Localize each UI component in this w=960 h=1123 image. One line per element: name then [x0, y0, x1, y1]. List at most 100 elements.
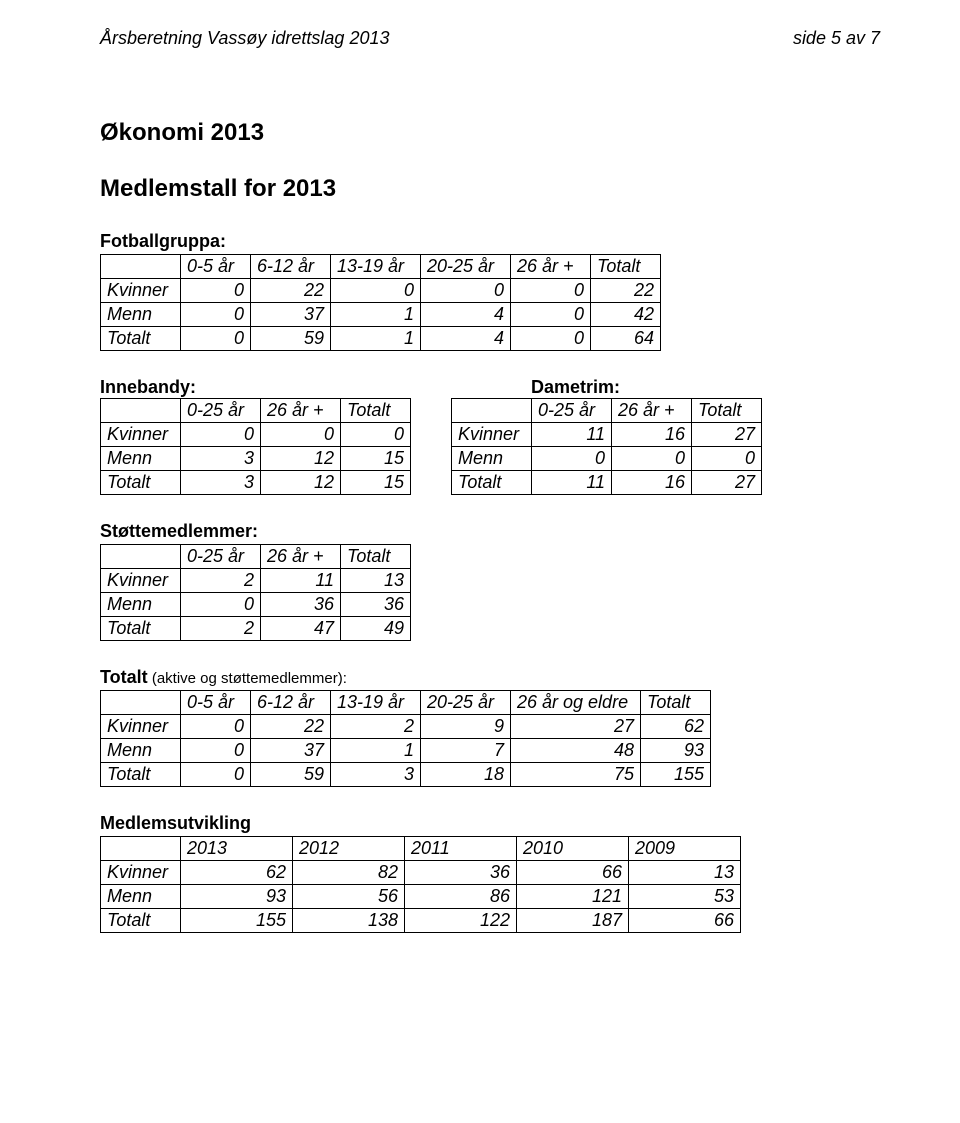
table-header-cell: 0-5 år — [181, 691, 251, 715]
table-cell: 15 — [341, 471, 411, 495]
table-cell: 0 — [511, 279, 591, 303]
totalt-all-label-main: Totalt — [100, 667, 148, 687]
table-cell: 0 — [421, 279, 511, 303]
table-cell: 0 — [181, 593, 261, 617]
table-cell: Kvinner — [101, 861, 181, 885]
table-header-cell: 2012 — [293, 837, 405, 861]
table-cell: 59 — [251, 763, 331, 787]
table-header-cell: 2011 — [405, 837, 517, 861]
innebandy-table: 0-25 år26 år +TotaltKvinner000Menn31215T… — [100, 398, 411, 495]
table-header-cell: 20-25 år — [421, 691, 511, 715]
table-cell: 0 — [181, 763, 251, 787]
totalt-all-block: Totalt (aktive og støttemedlemmer): 0-5 … — [100, 667, 880, 787]
table-cell: 12 — [261, 471, 341, 495]
table-row: Totalt15513812218766 — [101, 909, 741, 933]
table-cell: 59 — [251, 327, 331, 351]
table-cell: 187 — [517, 909, 629, 933]
stotte-label: Støttemedlemmer: — [100, 521, 880, 542]
table-header-row: 0-25 år26 år +Totalt — [452, 399, 762, 423]
table-cell: 4 — [421, 303, 511, 327]
table-row: Menn03636 — [101, 593, 411, 617]
table-cell: Totalt — [101, 909, 181, 933]
table-cell: 2 — [181, 617, 261, 641]
table-header-cell: 26 år og eldre — [511, 691, 641, 715]
table-cell: 0 — [331, 279, 421, 303]
innebandy-dametrim-row: Innebandy: 0-25 år26 år +TotaltKvinner00… — [100, 377, 880, 495]
table-cell: Kvinner — [452, 423, 532, 447]
page: Årsberetning Vassøy idrettslag 2013 side… — [0, 0, 960, 1123]
table-cell: 11 — [532, 471, 612, 495]
table-header-row: 20132012201120102009 — [101, 837, 741, 861]
table-header-cell — [101, 837, 181, 861]
table-cell: 27 — [692, 423, 762, 447]
stotte-table: 0-25 år26 år +TotaltKvinner21113Menn0363… — [100, 544, 411, 641]
table-row: Kvinner21113 — [101, 569, 411, 593]
table-header-row: 0-5 år6-12 år13-19 år20-25 år26 år +Tota… — [101, 255, 661, 279]
table-header-cell: 2013 — [181, 837, 293, 861]
table-cell: 11 — [532, 423, 612, 447]
table-header-cell: 0-25 år — [532, 399, 612, 423]
table-cell: 0 — [261, 423, 341, 447]
table-cell: 0 — [181, 739, 251, 763]
table-cell: 86 — [405, 885, 517, 909]
table-cell: 1 — [331, 303, 421, 327]
dametrim-block: Dametrim: 0-25 år26 år +TotaltKvinner111… — [451, 377, 762, 495]
table-cell: Totalt — [452, 471, 532, 495]
table-header-row: 0-25 år26 år +Totalt — [101, 399, 411, 423]
table-row: Totalt05931875155 — [101, 763, 711, 787]
table-row: Totalt24749 — [101, 617, 411, 641]
table-row: Menn03714042 — [101, 303, 661, 327]
table-cell: 9 — [421, 715, 511, 739]
table-cell: 0 — [181, 715, 251, 739]
table-cell: 64 — [591, 327, 661, 351]
table-cell: 75 — [511, 763, 641, 787]
table-header-cell: 20-25 år — [421, 255, 511, 279]
table-header-cell: 2010 — [517, 837, 629, 861]
table-header-cell: 26 år + — [612, 399, 692, 423]
table-cell: 0 — [181, 279, 251, 303]
table-cell: Menn — [101, 885, 181, 909]
table-row: Kvinner111627 — [452, 423, 762, 447]
table-row: Kvinner000 — [101, 423, 411, 447]
table-cell: 7 — [421, 739, 511, 763]
table-header-cell: 2009 — [629, 837, 741, 861]
table-cell: Kvinner — [101, 423, 181, 447]
table-cell: 4 — [421, 327, 511, 351]
table-cell: 16 — [612, 423, 692, 447]
table-cell: 13 — [341, 569, 411, 593]
utvikling-table: 20132012201120102009Kvinner6282366613Men… — [100, 836, 741, 933]
table-cell: 62 — [181, 861, 293, 885]
table-cell: 37 — [251, 739, 331, 763]
table-cell: 155 — [641, 763, 711, 787]
table-cell: 37 — [251, 303, 331, 327]
table-cell: 56 — [293, 885, 405, 909]
table-header-cell: 0-25 år — [181, 399, 261, 423]
table-header-cell: Totalt — [341, 399, 411, 423]
table-cell: 36 — [341, 593, 411, 617]
dametrim-table: 0-25 år26 år +TotaltKvinner111627Menn000… — [451, 398, 762, 495]
table-row: Totalt111627 — [452, 471, 762, 495]
table-header-cell: 26 år + — [261, 399, 341, 423]
table-header-row: 0-5 år6-12 år13-19 år20-25 år26 år og el… — [101, 691, 711, 715]
table-cell: 0 — [692, 447, 762, 471]
table-cell: 49 — [341, 617, 411, 641]
table-cell: Menn — [452, 447, 532, 471]
table-header-cell — [101, 399, 181, 423]
table-header-cell: Totalt — [591, 255, 661, 279]
table-cell: Totalt — [101, 763, 181, 787]
fotball-table: 0-5 år6-12 år13-19 år20-25 år26 år +Tota… — [100, 254, 661, 351]
totalt-all-label-paren: (aktive og støttemedlemmer): — [148, 670, 347, 687]
totalt-all-table: 0-5 år6-12 år13-19 år20-25 år26 år og el… — [100, 690, 711, 787]
table-header-cell: 13-19 år — [331, 255, 421, 279]
table-cell: 48 — [511, 739, 641, 763]
innebandy-block: Innebandy: 0-25 år26 år +TotaltKvinner00… — [100, 377, 411, 495]
table-row: Menn037174893 — [101, 739, 711, 763]
table-cell: 138 — [293, 909, 405, 933]
table-cell: 27 — [511, 715, 641, 739]
table-header-cell: 6-12 år — [251, 691, 331, 715]
table-header-cell — [101, 255, 181, 279]
header-right: side 5 av 7 — [793, 28, 880, 49]
table-cell: 13 — [629, 861, 741, 885]
page-header: Årsberetning Vassøy idrettslag 2013 side… — [100, 28, 880, 49]
table-cell: Menn — [101, 739, 181, 763]
